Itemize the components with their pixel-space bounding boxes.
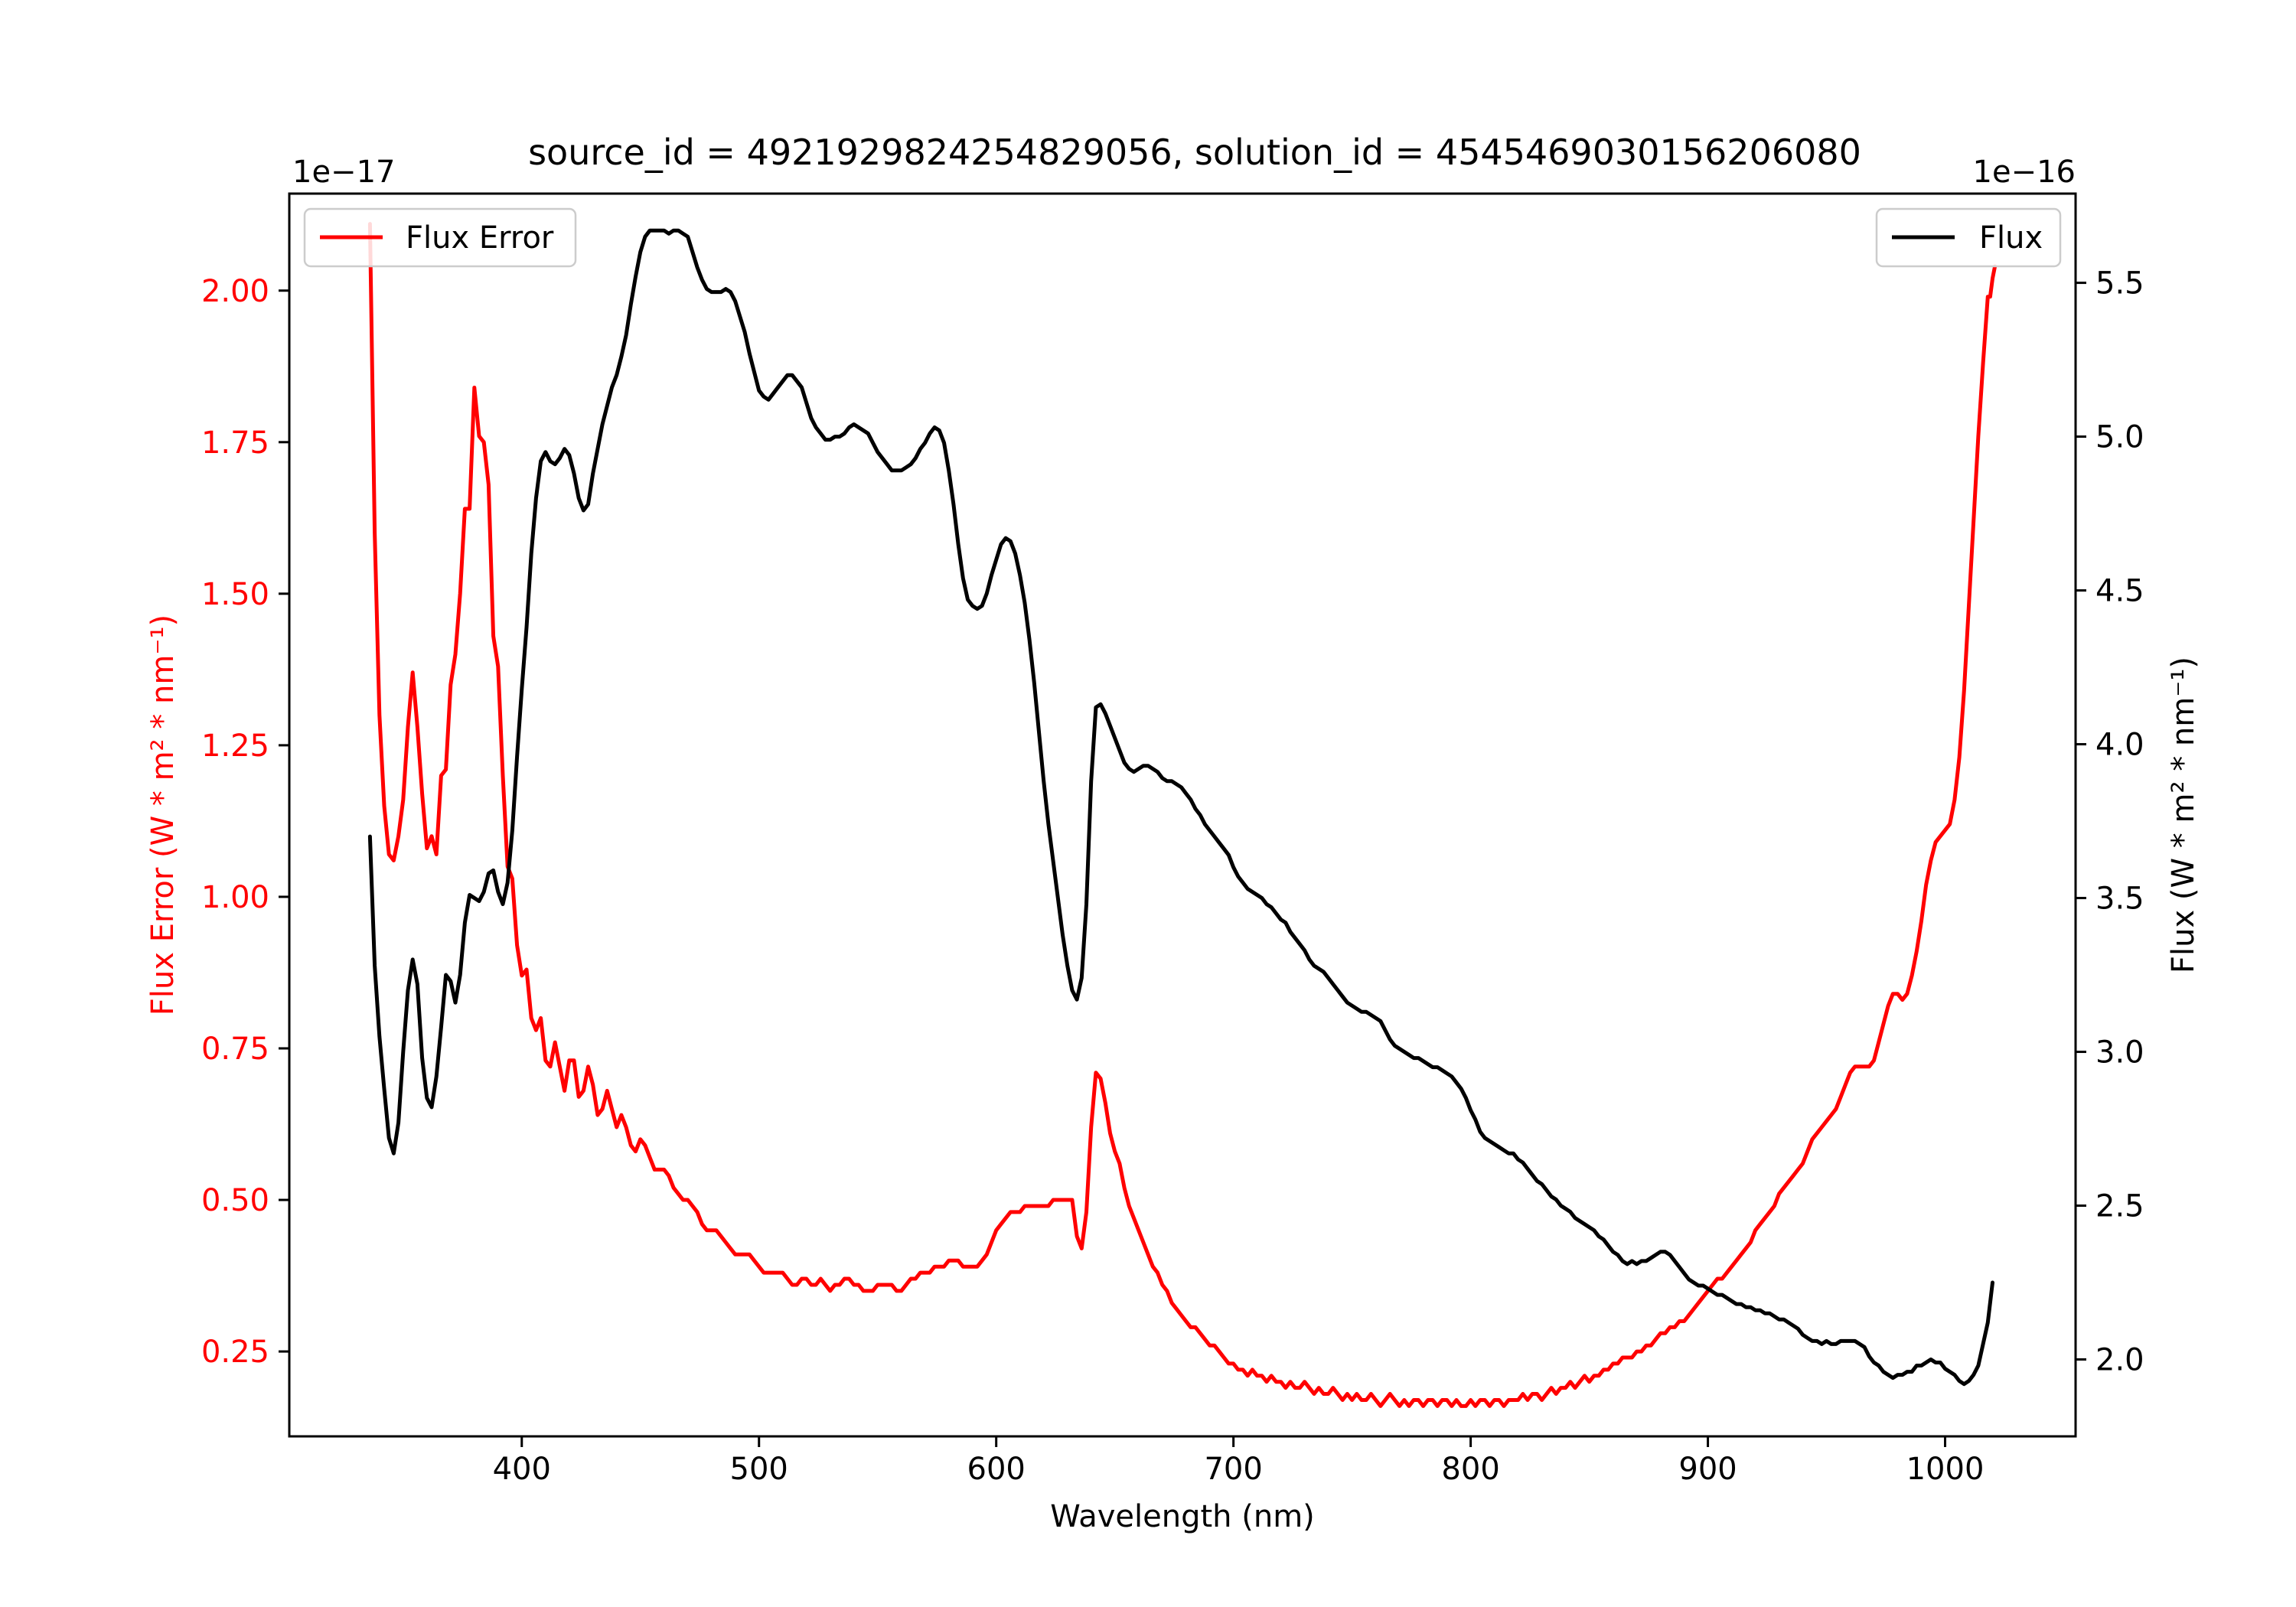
right-tick-label: 3.5 — [2095, 882, 2144, 917]
left-tick-label: 0.50 — [201, 1183, 269, 1218]
right-tick-label: 5.5 — [2095, 266, 2144, 302]
x-tick-label: 600 — [967, 1452, 1026, 1487]
left-tick-label: 1.50 — [201, 577, 269, 612]
right-tick-label: 3.0 — [2095, 1035, 2144, 1071]
x-axis-label: Wavelength (nm) — [1050, 1499, 1315, 1534]
plot-frame — [288, 192, 2077, 1438]
right-axis-offset-text: 1e−16 — [1973, 155, 2076, 190]
left-tick-label: 1.75 — [201, 425, 269, 461]
legend-flux-label: Flux — [1979, 220, 2043, 256]
left-axis-ticks: 0.25 0.50 0.75 1.00 1.25 1.50 1.75 2.00 — [201, 274, 289, 1370]
left-tick-label: 2.00 — [201, 274, 269, 309]
flux-error-line — [367, 222, 1998, 1408]
left-tick-label: 0.75 — [201, 1032, 269, 1067]
right-tick-label: 2.5 — [2095, 1189, 2144, 1224]
chart-title: source_id = 4921929824254829056, solutio… — [528, 132, 1861, 173]
legend-flux: Flux — [1875, 207, 2062, 268]
x-tick-label: 1000 — [1906, 1452, 1985, 1487]
x-tick-label: 900 — [1678, 1452, 1737, 1487]
left-axis-label: Flux Error (W * m² * nm⁻¹) — [145, 614, 181, 1015]
x-tick-label: 500 — [730, 1452, 788, 1487]
right-axis-label: Flux (W * m² * nm⁻¹) — [2166, 657, 2201, 973]
left-tick-label: 0.25 — [201, 1335, 269, 1370]
legend-flux-error: Flux Error — [303, 207, 577, 268]
left-axis-offset-text: 1e−17 — [292, 155, 395, 190]
right-tick-label: 4.5 — [2095, 574, 2144, 609]
x-tick-label: 700 — [1204, 1452, 1262, 1487]
right-axis-ticks: 2.0 2.5 3.0 3.5 4.0 4.5 5.0 5.5 — [2076, 266, 2144, 1378]
right-tick-label: 5.0 — [2095, 420, 2144, 455]
x-tick-label: 400 — [493, 1452, 551, 1487]
series-layer — [367, 222, 1998, 1408]
legend-flux-error-box — [303, 207, 577, 268]
x-axis-ticks: 400 500 600 700 800 900 1000 — [493, 1436, 1985, 1487]
right-tick-label: 4.0 — [2095, 728, 2144, 763]
left-tick-label: 1.00 — [201, 880, 269, 915]
legend-flux-error-label: Flux Error — [406, 220, 554, 256]
right-tick-label: 2.0 — [2095, 1343, 2144, 1378]
flux-line — [367, 228, 1994, 1387]
x-tick-label: 800 — [1441, 1452, 1499, 1487]
legend-flux-box — [1875, 207, 2062, 268]
left-tick-label: 1.25 — [201, 729, 269, 764]
